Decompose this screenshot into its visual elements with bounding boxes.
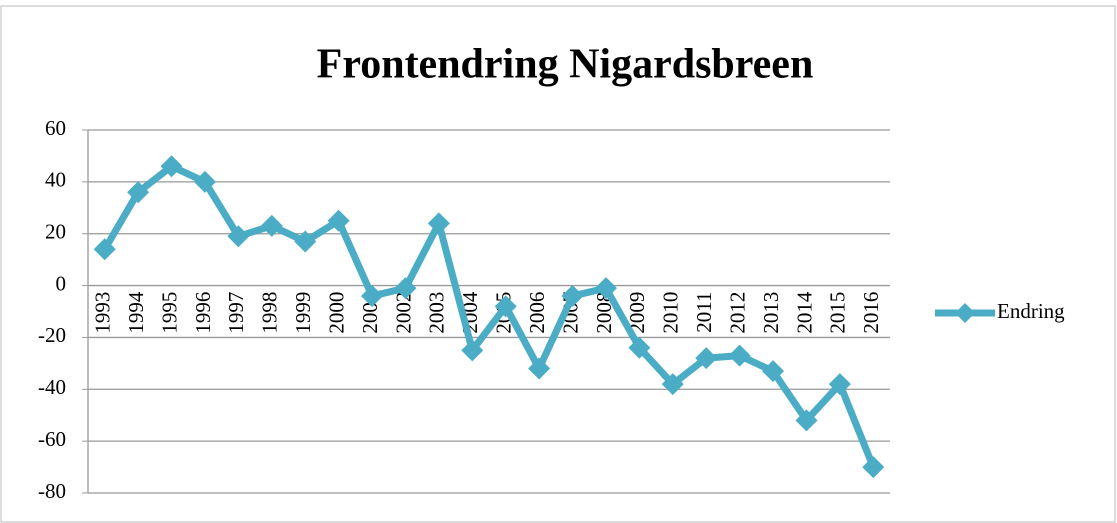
y-tick-label: -40 <box>38 375 66 399</box>
legend-marker <box>955 303 975 323</box>
marker <box>160 155 183 178</box>
marker <box>528 357 551 380</box>
x-tick-label: 1995 <box>157 292 181 334</box>
y-tick-label: 60 <box>45 116 66 140</box>
legend-label: Endring <box>997 299 1065 323</box>
marker <box>461 339 484 362</box>
x-tick-label: 2015 <box>826 292 850 334</box>
y-tick-label: -20 <box>38 323 66 347</box>
x-tick-label: 1996 <box>191 292 215 334</box>
x-tick-label: 2013 <box>759 292 783 334</box>
marker <box>327 209 350 232</box>
marker <box>728 344 751 367</box>
marker <box>227 225 250 248</box>
marker <box>661 373 684 396</box>
x-tick-label: 1997 <box>224 292 248 334</box>
x-tick-label: 2006 <box>525 292 549 334</box>
x-tick-label: 1999 <box>291 292 315 334</box>
marker <box>862 456 885 479</box>
y-tick-label: 0 <box>56 271 67 295</box>
x-tick-label: 2003 <box>425 292 449 334</box>
x-tick-label: 2010 <box>659 292 683 334</box>
x-tick-label: 2014 <box>792 291 816 334</box>
chart-frame <box>0 5 1116 523</box>
marker <box>361 284 384 307</box>
x-tick-label: 1993 <box>91 292 115 334</box>
marker <box>294 230 317 253</box>
marker <box>828 373 851 396</box>
marker <box>93 238 116 261</box>
marker <box>494 295 517 318</box>
y-tick-label: 40 <box>45 168 66 192</box>
x-tick-label: 2016 <box>859 292 883 334</box>
marker <box>260 214 283 237</box>
x-tick-label: 2011 <box>692 292 716 333</box>
marker <box>427 212 450 235</box>
x-tick-label: 2012 <box>725 292 749 334</box>
x-tick-label: 2002 <box>391 292 415 334</box>
y-tick-label: 20 <box>45 220 66 244</box>
x-tick-label: 1994 <box>124 291 148 334</box>
marker <box>394 277 417 300</box>
x-tick-label: 2000 <box>324 292 348 334</box>
marker <box>628 336 651 359</box>
marker <box>795 409 818 432</box>
y-tick-label: -80 <box>38 479 66 503</box>
chart-title: Frontendring Nigardsbreen <box>317 42 814 88</box>
marker <box>695 347 718 370</box>
marker <box>762 360 785 383</box>
x-tick-label: 1998 <box>258 292 282 334</box>
marker <box>193 170 216 193</box>
y-tick-label: -60 <box>38 427 66 451</box>
marker <box>594 277 617 300</box>
marker <box>561 284 584 307</box>
marker <box>127 181 150 204</box>
